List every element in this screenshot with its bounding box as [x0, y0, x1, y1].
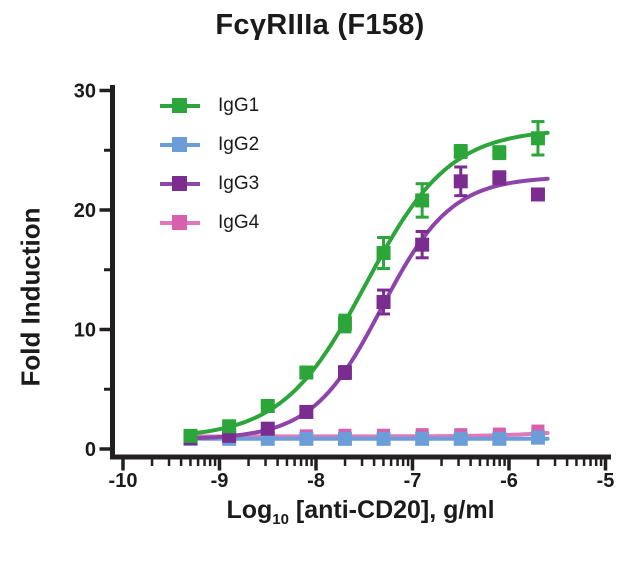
igg1-data-point [453, 144, 468, 159]
legend-label: IgG1 [218, 94, 260, 116]
igg3-data-point [299, 404, 314, 419]
x-axis-title-subscript: 10 [272, 511, 289, 528]
x-tick-label: -5 [597, 470, 615, 492]
x-tick-label: -6 [500, 470, 518, 492]
x-axis-title-main: Log [226, 496, 273, 524]
igg3-data-point [453, 174, 468, 189]
series-igg1 [183, 120, 550, 443]
igg2-data-point [415, 431, 430, 446]
igg1-data-point [415, 193, 430, 208]
igg2-data-point [492, 431, 507, 446]
legend-square-swatch [172, 215, 187, 230]
legend-square-swatch [172, 137, 187, 152]
igg4-curve [185, 431, 550, 439]
igg1-data-point [530, 131, 545, 146]
legend-square-swatch [172, 176, 187, 191]
igg2-legend-marker [160, 137, 200, 152]
igg3-data-point [376, 295, 391, 310]
igg3-legend-marker [160, 176, 200, 191]
legend-square-swatch [172, 98, 187, 113]
x-tick-label: -7 [404, 470, 422, 492]
y-tick-label: 0 [85, 439, 96, 461]
igg1-legend-marker [160, 98, 200, 113]
legend-label: IgG4 [218, 211, 260, 233]
y-tick-label: 20 [74, 200, 96, 222]
x-axis-title: Log10 [anti-CD20], g/ml [110, 496, 611, 528]
igg3-data-point [337, 365, 352, 380]
x-tick-label: -8 [307, 470, 325, 492]
chart-title: FcγRIIIa (F158) [215, 9, 425, 41]
igg1-data-point [183, 428, 198, 443]
igg3-data-point [260, 421, 275, 436]
legend-label: IgG3 [218, 172, 260, 194]
legend-item-igg4: IgG4 [160, 203, 259, 242]
x-axis-title-rest: [anti-CD20], g/ml [288, 496, 495, 524]
y-tick-label: 30 [74, 81, 96, 103]
y-tick-label: 10 [74, 320, 96, 342]
legend-label: IgG2 [218, 133, 260, 155]
x-tick-label: -10 [109, 470, 138, 492]
igg1-curve [185, 130, 550, 436]
igg1-data-point [492, 145, 507, 160]
series-igg3 [183, 165, 550, 446]
igg3-curve [185, 176, 550, 441]
igg3-data-point [530, 187, 545, 202]
igg2-data-point [299, 431, 314, 446]
igg2-data-point [376, 431, 391, 446]
igg2-data-point [337, 431, 352, 446]
legend-item-igg3: IgG3 [160, 164, 259, 203]
y-axis [99, 85, 115, 460]
igg2-data-point [530, 430, 545, 445]
igg3-data-point [415, 237, 430, 252]
igg1-data-point [337, 316, 352, 331]
igg1-data-point [376, 246, 391, 261]
series-igg2 [183, 430, 550, 446]
igg1-data-point [299, 365, 314, 380]
legend: IgG1 IgG2 IgG3 IgG4 [160, 86, 259, 242]
x-axis [110, 454, 611, 471]
igg2-data-point [453, 431, 468, 446]
igg4-legend-marker [160, 215, 200, 230]
x-tick-label: -9 [211, 470, 229, 492]
legend-item-igg2: IgG2 [160, 125, 259, 164]
igg1-data-point [260, 398, 275, 413]
legend-item-igg1: IgG1 [160, 86, 259, 125]
y-tick-labels: 0 10 20 30 [74, 81, 96, 462]
x-tick-labels: -10 -9 -8 -7 -6 -5 [109, 470, 615, 492]
igg1-data-point [222, 419, 237, 434]
igg3-data-point [492, 170, 507, 185]
